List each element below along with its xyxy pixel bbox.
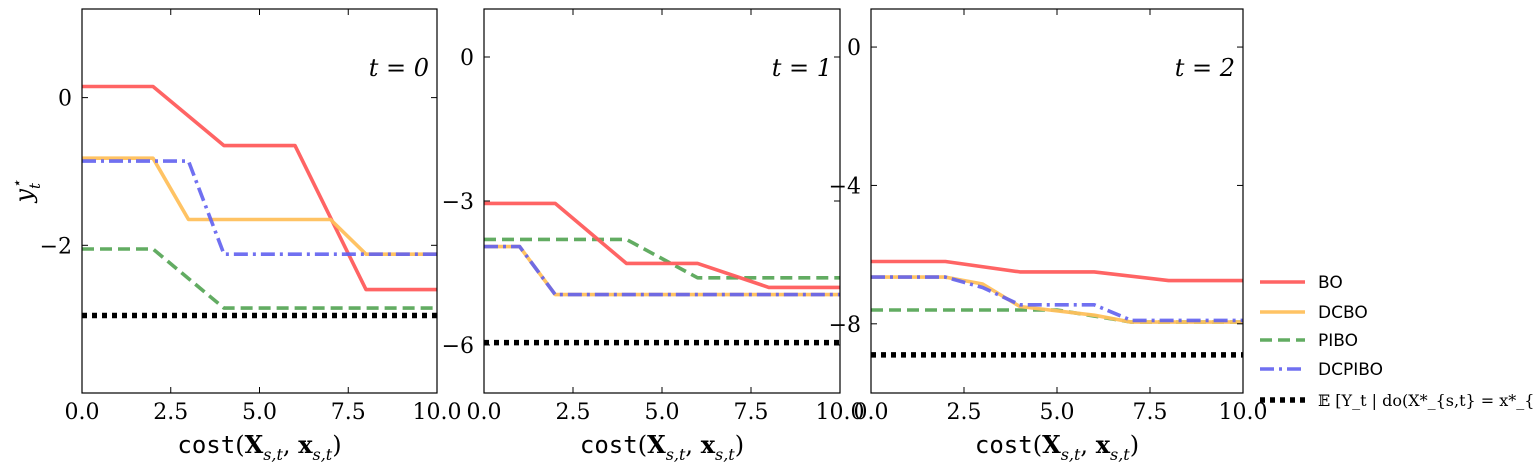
y-tick-label: 0 [58,87,72,112]
y-axis-label: yt⋆ [8,180,44,204]
series-line-dcpibo [484,244,840,297]
x-axis-label: cost(Xs,t, xs,t) [975,430,1139,464]
y-tick-label: 0 [847,36,861,61]
x-tick-label: 5.0 [645,400,680,425]
x-tick-label: 0.0 [854,400,889,425]
legend-label: DCBO [1318,303,1368,323]
series-line-pibo [484,237,840,280]
x-tick-label: 2.5 [947,400,982,425]
series-line-bo [871,259,1243,283]
panel-label: t = 1 [772,54,832,82]
x-tick-label: 10.0 [816,400,865,425]
x-tick-label: 10.0 [1219,400,1268,425]
series-lines [484,201,840,346]
y-tick-label: −2 [40,234,72,259]
series-line-dcpibo [82,159,437,256]
panel-1: 0.0 2.5 5.0 7.5 10.0 0 −3 −6 t = 1 cost(Xs,t, xs,… [442,8,865,464]
x-tick-label: 7.5 [1133,400,1168,425]
legend: BO DCBO PIBO DCPIBO 𝔼 [Y_t | do(X*_{s,t} = x… [1260,273,1535,410]
x-tick-label: 7.5 [734,400,769,425]
x-tick-label: 2.5 [556,400,591,425]
series-line-bo [82,84,437,292]
series-lines [871,259,1243,358]
x-axis-label: cost(Xs,t, xs,t) [580,430,744,464]
legend-label: BO [1318,273,1343,293]
x-axis-label: cost(Xs,t, xs,t) [177,430,341,464]
x-tick-label: 5.0 [242,400,277,425]
x-tick-label: 0.0 [65,400,100,425]
panel-label: t = 0 [369,54,429,82]
series-lines [82,84,437,319]
legend-label: 𝔼 [Y_t | do(X*_{s,t} = x*_{s,t})] [1318,391,1535,410]
y-tick-label: −6 [442,334,474,359]
series-line-pibo [82,247,437,310]
series-line-dcbo [871,275,1243,324]
x-tick-label: 7.5 [331,400,366,425]
y-tick-label: −3 [442,190,474,215]
x-tick-label: 0.0 [467,400,502,425]
legend-label: DCPIBO [1318,360,1383,380]
series-line-dcpibo [871,275,1243,323]
panels-group: 0.0 2.5 5.0 7.5 10.0 0 −2 t = 0 cost(Xs,t, xs,t)… [8,8,1268,464]
y-tick-label: 0 [460,46,474,71]
x-tick-label: 5.0 [1040,400,1075,425]
series-line-bo [484,201,840,290]
legend-label: PIBO [1318,331,1358,351]
y-tick-label: −8 [829,313,861,338]
y-tick-label: −4 [829,174,861,199]
x-tick-label: 10.0 [413,400,462,425]
panel-2: 0.0 2.5 5.0 7.5 10.0 0 −4 −8 t = 2 cost(Xs,t, xs,… [829,8,1268,464]
x-tick-label: 2.5 [153,400,188,425]
series-line-dcbo [82,156,437,256]
panel-label: t = 2 [1175,54,1235,82]
panel-0: 0.0 2.5 5.0 7.5 10.0 0 −2 t = 0 cost(Xs,t, xs,t) [40,8,462,464]
